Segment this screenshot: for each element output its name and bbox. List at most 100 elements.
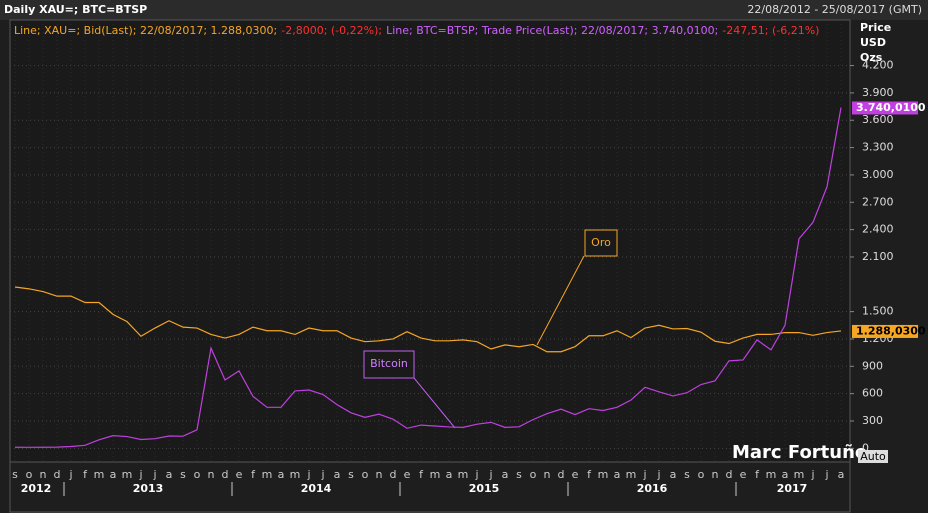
year-label: 2017 [777,482,808,495]
y-tick-label: 2.700 [862,195,894,208]
x-tick-label: o [26,468,33,481]
y-tick-label: 300 [862,414,883,427]
year-label: 2016 [637,482,668,495]
x-tick-label: s [684,468,690,481]
legend-entry: -247,51; (-6,21%) [722,24,820,37]
x-tick-label: n [544,468,551,481]
y-tick-label: 900 [862,359,883,372]
axis-unit: Price [860,21,891,34]
chart-title: Daily XAU=; BTC=BTSP [4,3,147,16]
x-tick-label: n [208,468,215,481]
x-tick-label: j [320,468,324,481]
x-tick-label: a [614,468,621,481]
last-value-tag [852,101,918,115]
x-tick-label: n [376,468,383,481]
x-tick-label: d [558,468,565,481]
last-value-label: 3.740,0100 [856,101,926,114]
x-tick-label: m [766,468,777,481]
y-tick-label: 1.500 [862,305,894,318]
last-value-tag [852,324,918,338]
auto-label[interactable]: Auto [860,450,886,463]
x-axis-area [9,461,851,513]
watermark: Marc Fortuño [732,442,867,463]
x-tick-label: f [419,468,424,481]
y-tick-label: 2.100 [862,250,894,263]
x-tick-label: j [824,468,828,481]
x-tick-label: d [54,468,61,481]
x-tick-label: m [458,468,469,481]
x-tick-label: n [40,468,47,481]
y-tick-label: 2.400 [862,223,894,236]
legend-entry: Line; XAU=; Bid(Last); 22/08/2017; 1.288… [14,24,278,37]
series-line [14,107,842,448]
annotation: Oro [591,236,611,249]
x-tick-label: j [656,468,660,481]
x-tick-label: j [642,468,646,481]
y-tick-label: 3.300 [862,141,894,154]
series-line [14,286,842,353]
x-tick-label: f [755,468,760,481]
x-tick-label: a [334,468,341,481]
x-tick-label: m [598,468,609,481]
date-range: 22/08/2012 - 25/08/2017 (GMT) [747,3,922,16]
x-tick-label: j [138,468,142,481]
annotation-leader [413,377,456,429]
x-tick-label: s [348,468,354,481]
x-tick-label: m [794,468,805,481]
y-tick-label: 0 [862,441,869,454]
annotation-box [584,229,618,257]
auto-button[interactable] [858,450,888,463]
legend-entry: Line; BTC=BTSP; Trade Price(Last); 22/08… [386,24,719,37]
y-tick-label: 3.900 [862,86,894,99]
x-tick-label: e [236,468,243,481]
x-tick-label: m [290,468,301,481]
x-tick-label: o [698,468,705,481]
x-tick-label: m [122,468,133,481]
axis-unit: USD [860,36,886,49]
x-tick-label: o [194,468,201,481]
x-tick-label: o [362,468,369,481]
x-tick-label: m [430,468,441,481]
y-tick-label: 600 [862,387,883,400]
legend-entry: -2,8000; (-0,22%); [281,24,383,37]
y-tick-label: 3.600 [862,113,894,126]
legend: Line; XAU=; Bid(Last); 22/08/2017; 1.288… [14,24,823,37]
plot-area [9,19,851,463]
x-tick-label: j [810,468,814,481]
year-label: 2015 [469,482,500,495]
x-tick-label: j [306,468,310,481]
x-tick-label: e [572,468,579,481]
x-tick-label: m [626,468,637,481]
x-tick-label: a [278,468,285,481]
x-tick-label: a [838,468,845,481]
x-tick-label: f [251,468,256,481]
x-tick-label: a [110,468,117,481]
y-tick-label: 4.200 [862,59,894,72]
x-tick-label: f [83,468,88,481]
x-tick-label: j [68,468,72,481]
x-tick-label: s [12,468,18,481]
x-tick-label: j [488,468,492,481]
x-tick-label: e [740,468,747,481]
x-tick-label: a [502,468,509,481]
x-tick-label: e [404,468,411,481]
header-bar [0,0,928,20]
annotation: Bitcoin [370,357,408,370]
x-tick-label: s [180,468,186,481]
x-tick-label: a [670,468,677,481]
x-tick-label: a [782,468,789,481]
y-tick-label: 3.000 [862,168,894,181]
year-label: 2014 [301,482,332,495]
x-tick-label: d [390,468,397,481]
year-label: 2013 [133,482,164,495]
last-value-label: 1.288,0300 [856,324,926,337]
year-label: 2012 [21,482,52,495]
x-tick-label: m [262,468,273,481]
x-tick-label: d [222,468,229,481]
x-tick-label: d [726,468,733,481]
x-tick-label: j [474,468,478,481]
x-tick-label: a [166,468,173,481]
x-tick-label: o [530,468,537,481]
